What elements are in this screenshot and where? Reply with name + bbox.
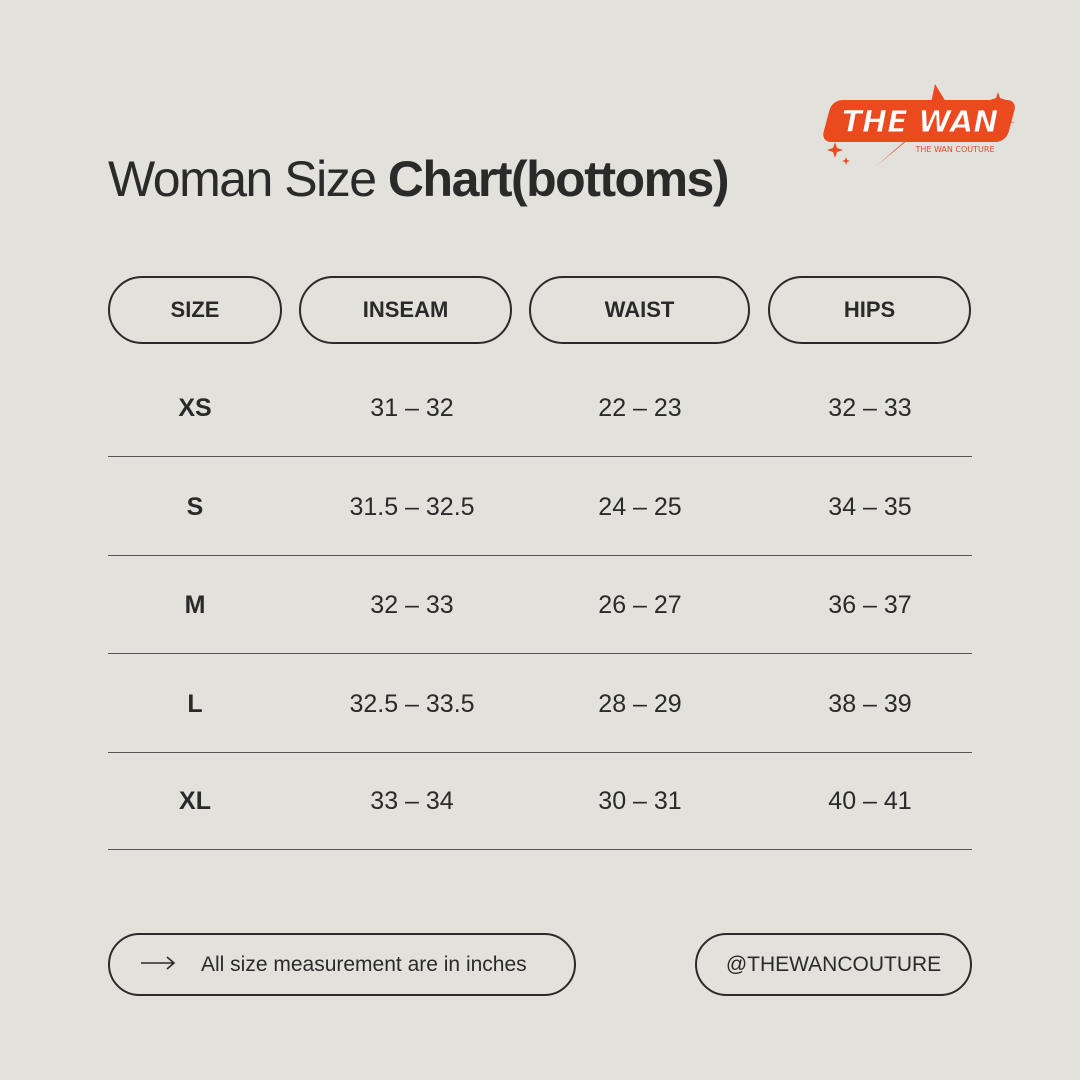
cell-hips: 32 – 33 — [828, 393, 912, 422]
social-handle: @THEWANCOUTURE — [695, 933, 972, 996]
header-waist: WAIST — [529, 276, 750, 344]
cell-size: S — [186, 492, 204, 521]
table-row: M 32 – 33 26 – 27 36 – 37 — [108, 556, 972, 654]
cell-size: L — [187, 689, 203, 718]
cell-waist: 28 – 29 — [598, 689, 682, 718]
table-row: XS 31 – 32 22 – 23 32 – 33 — [108, 359, 972, 457]
row-divider — [108, 752, 972, 753]
svg-text:THE WAN: THE WAN — [842, 105, 999, 140]
cell-waist: 22 – 23 — [598, 393, 682, 422]
cell-inseam: 32 – 33 — [370, 590, 454, 619]
table-row: L 32.5 – 33.5 28 – 29 38 – 39 — [108, 655, 972, 753]
cell-hips: 36 – 37 — [828, 590, 912, 619]
header-hips: HIPS — [768, 276, 971, 344]
cell-size: XL — [179, 786, 211, 815]
cell-waist: 26 – 27 — [598, 590, 682, 619]
header-size: SIZE — [108, 276, 282, 344]
measurement-note: All size measurement are in inches — [108, 933, 576, 996]
row-divider — [108, 456, 972, 457]
table-row: XL 33 – 34 30 – 31 40 – 41 — [108, 752, 972, 850]
cell-hips: 40 – 41 — [828, 786, 912, 815]
note-text: All size measurement are in inches — [201, 952, 527, 976]
cell-size: XS — [178, 393, 212, 422]
cell-waist: 30 – 31 — [598, 786, 682, 815]
header-inseam: INSEAM — [299, 276, 512, 344]
row-divider — [108, 555, 972, 556]
cell-hips: 38 – 39 — [828, 689, 912, 718]
table-row: S 31.5 – 32.5 24 – 25 34 – 35 — [108, 458, 972, 556]
cell-inseam: 31.5 – 32.5 — [349, 492, 475, 521]
title-regular: Woman Size — [108, 151, 388, 207]
cell-inseam: 32.5 – 33.5 — [349, 689, 475, 718]
cell-hips: 34 – 35 — [828, 492, 912, 521]
cell-waist: 24 – 25 — [598, 492, 682, 521]
row-divider — [108, 849, 972, 850]
svg-text:THE WAN COUTURE: THE WAN COUTURE — [914, 145, 994, 154]
title-bold: Chart(bottoms) — [387, 151, 730, 207]
brand-logo: THE WAN THE WAN COUTURE — [815, 82, 1020, 177]
page-title: Woman Size Chart(bottoms) — [108, 150, 730, 208]
cell-size: M — [184, 590, 206, 619]
cell-inseam: 31 – 32 — [370, 393, 454, 422]
cell-inseam: 33 – 34 — [370, 786, 454, 815]
arrow-right-icon — [140, 953, 176, 977]
row-divider — [108, 653, 972, 654]
